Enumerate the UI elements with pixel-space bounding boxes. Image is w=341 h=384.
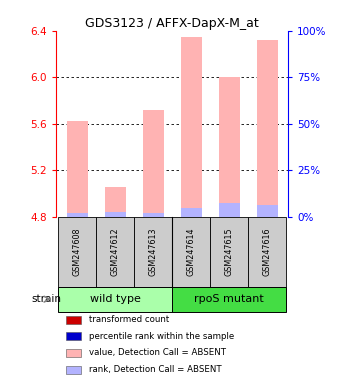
Text: transformed count: transformed count bbox=[89, 315, 169, 324]
Text: percentile rank within the sample: percentile rank within the sample bbox=[89, 332, 234, 341]
Bar bbox=[65, 333, 81, 340]
Bar bbox=[105, 212, 125, 217]
Bar bbox=[172, 217, 210, 286]
Bar bbox=[67, 213, 88, 217]
Bar bbox=[58, 217, 96, 286]
Bar bbox=[219, 203, 240, 217]
Bar bbox=[96, 217, 134, 286]
Bar bbox=[134, 217, 172, 286]
Text: wild type: wild type bbox=[90, 294, 140, 304]
Bar bbox=[219, 77, 240, 217]
Text: GSM247616: GSM247616 bbox=[263, 227, 272, 276]
Bar bbox=[58, 286, 172, 312]
Text: GSM247613: GSM247613 bbox=[149, 227, 158, 276]
Bar bbox=[181, 209, 202, 217]
Bar bbox=[210, 217, 248, 286]
Bar bbox=[143, 110, 164, 217]
Title: GDS3123 / AFFX-DapX-M_at: GDS3123 / AFFX-DapX-M_at bbox=[85, 17, 259, 30]
Text: rpoS mutant: rpoS mutant bbox=[194, 294, 264, 304]
Text: GSM247614: GSM247614 bbox=[187, 227, 196, 276]
Bar bbox=[65, 366, 81, 374]
Text: GSM247615: GSM247615 bbox=[225, 227, 234, 276]
Bar bbox=[143, 213, 164, 217]
Bar bbox=[257, 205, 278, 217]
Text: GSM247608: GSM247608 bbox=[73, 227, 82, 276]
Text: GSM247612: GSM247612 bbox=[111, 227, 120, 276]
Bar bbox=[248, 217, 286, 286]
Bar bbox=[65, 349, 81, 357]
Bar bbox=[257, 40, 278, 217]
Text: rank, Detection Call = ABSENT: rank, Detection Call = ABSENT bbox=[89, 365, 221, 374]
Bar bbox=[105, 187, 125, 217]
Bar bbox=[172, 286, 286, 312]
Text: value, Detection Call = ABSENT: value, Detection Call = ABSENT bbox=[89, 349, 226, 358]
Bar bbox=[65, 316, 81, 324]
Bar bbox=[67, 121, 88, 217]
Text: strain: strain bbox=[32, 294, 62, 304]
Bar bbox=[181, 36, 202, 217]
